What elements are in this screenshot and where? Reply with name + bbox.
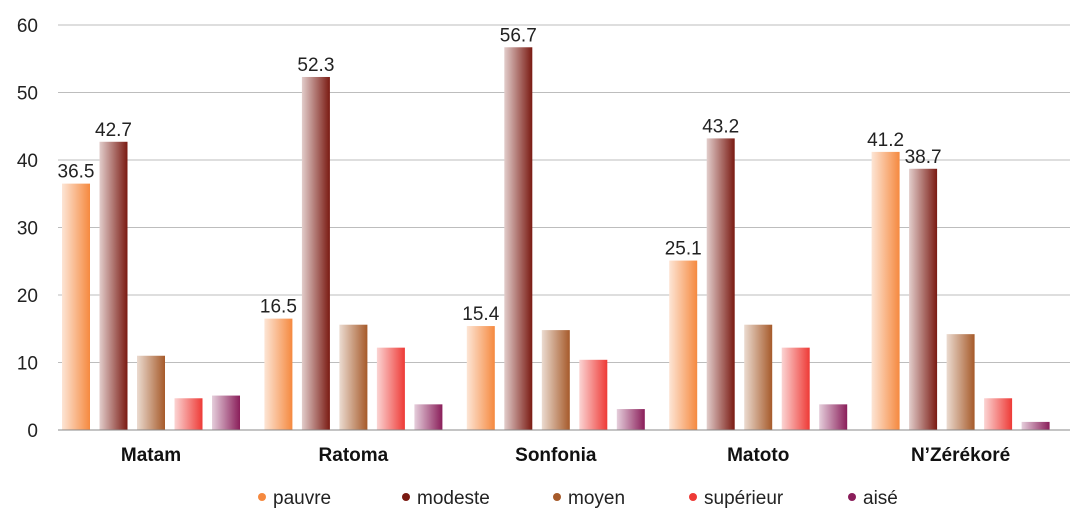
data-label: 52.3 xyxy=(297,55,334,76)
y-tick-label: 30 xyxy=(17,219,38,240)
bar-modeste xyxy=(706,138,735,430)
data-label: 43.2 xyxy=(702,116,739,137)
data-labels: 36.542.7 16.5 52.3 15.4 56.7 25.1 43.2 41.238.7 xyxy=(58,25,942,325)
legend-marker xyxy=(848,493,856,501)
category-label: Matoto xyxy=(727,445,789,466)
bar-supérieur xyxy=(174,398,203,430)
legend-item-pauvre: pauvre xyxy=(258,488,331,509)
category-label: Ratoma xyxy=(319,445,389,466)
bar-modeste xyxy=(301,76,330,430)
data-label: 25.1 xyxy=(665,239,702,260)
legend-label: pauvre xyxy=(273,488,331,509)
legend-item-modeste: modeste xyxy=(402,488,490,509)
legend-label: aisé xyxy=(863,488,898,509)
data-label: 16.5 xyxy=(260,297,297,318)
data-label: 41.2 xyxy=(867,130,904,151)
legend-item-aisé: aisé xyxy=(848,488,898,509)
bar-pauvre xyxy=(669,260,698,430)
bar-moyen xyxy=(137,355,165,430)
legend: pauvre modeste moyen supérieur aisé xyxy=(258,488,898,509)
data-label: 15.4 xyxy=(462,304,499,325)
legend-marker xyxy=(258,493,266,501)
category-labels: Matam Ratoma Sonfonia Matoto N’Zérékoré xyxy=(121,445,1010,466)
data-label: 38.7 xyxy=(905,147,942,168)
y-tick-label: 60 xyxy=(17,16,38,37)
bar-moyen xyxy=(744,324,773,430)
bar-modeste xyxy=(909,168,938,430)
legend-label: modeste xyxy=(417,488,490,509)
bar-moyen xyxy=(541,330,570,430)
legend-label: moyen xyxy=(568,488,625,509)
y-tick-label: 40 xyxy=(17,151,38,172)
bar-modeste xyxy=(99,141,128,430)
legend-label: supérieur xyxy=(704,488,784,509)
bar-modeste xyxy=(504,47,533,431)
grid-lines xyxy=(58,24,1070,363)
bar-pauvre xyxy=(466,326,495,430)
legend-marker xyxy=(553,493,561,501)
y-tick-label: 10 xyxy=(17,354,38,375)
bar-supérieur xyxy=(376,347,405,430)
y-tick-label: 0 xyxy=(27,421,38,442)
y-tick-label: 20 xyxy=(17,286,38,307)
data-label: 36.5 xyxy=(58,162,95,183)
legend-item-moyen: moyen xyxy=(553,488,625,509)
bar-pauvre xyxy=(871,151,900,430)
legend-item-supérieur: supérieur xyxy=(689,488,784,509)
bar-aisé xyxy=(414,404,443,430)
bars xyxy=(62,47,1050,431)
category-label: Sonfonia xyxy=(515,445,597,466)
category-label: N’Zérékoré xyxy=(911,445,1010,466)
bar-aisé xyxy=(212,395,240,430)
y-tick-label: 50 xyxy=(17,84,38,105)
bar-aisé xyxy=(819,404,848,430)
legend-marker xyxy=(402,493,410,501)
data-label: 42.7 xyxy=(95,120,132,141)
bar-moyen xyxy=(339,324,368,430)
bar-pauvre xyxy=(62,183,90,430)
data-label: 56.7 xyxy=(500,25,537,46)
bar-supérieur xyxy=(781,347,810,430)
bar-aisé xyxy=(1021,421,1050,430)
bar-pauvre xyxy=(264,318,293,430)
bar-supérieur xyxy=(984,398,1013,430)
legend-marker xyxy=(689,493,697,501)
y-axis-ticks: 0 10 20 30 40 50 60 xyxy=(17,16,38,442)
bar-aisé xyxy=(616,409,645,430)
category-label: Matam xyxy=(121,445,181,466)
bar-moyen xyxy=(946,334,975,430)
bar-supérieur xyxy=(579,359,608,430)
